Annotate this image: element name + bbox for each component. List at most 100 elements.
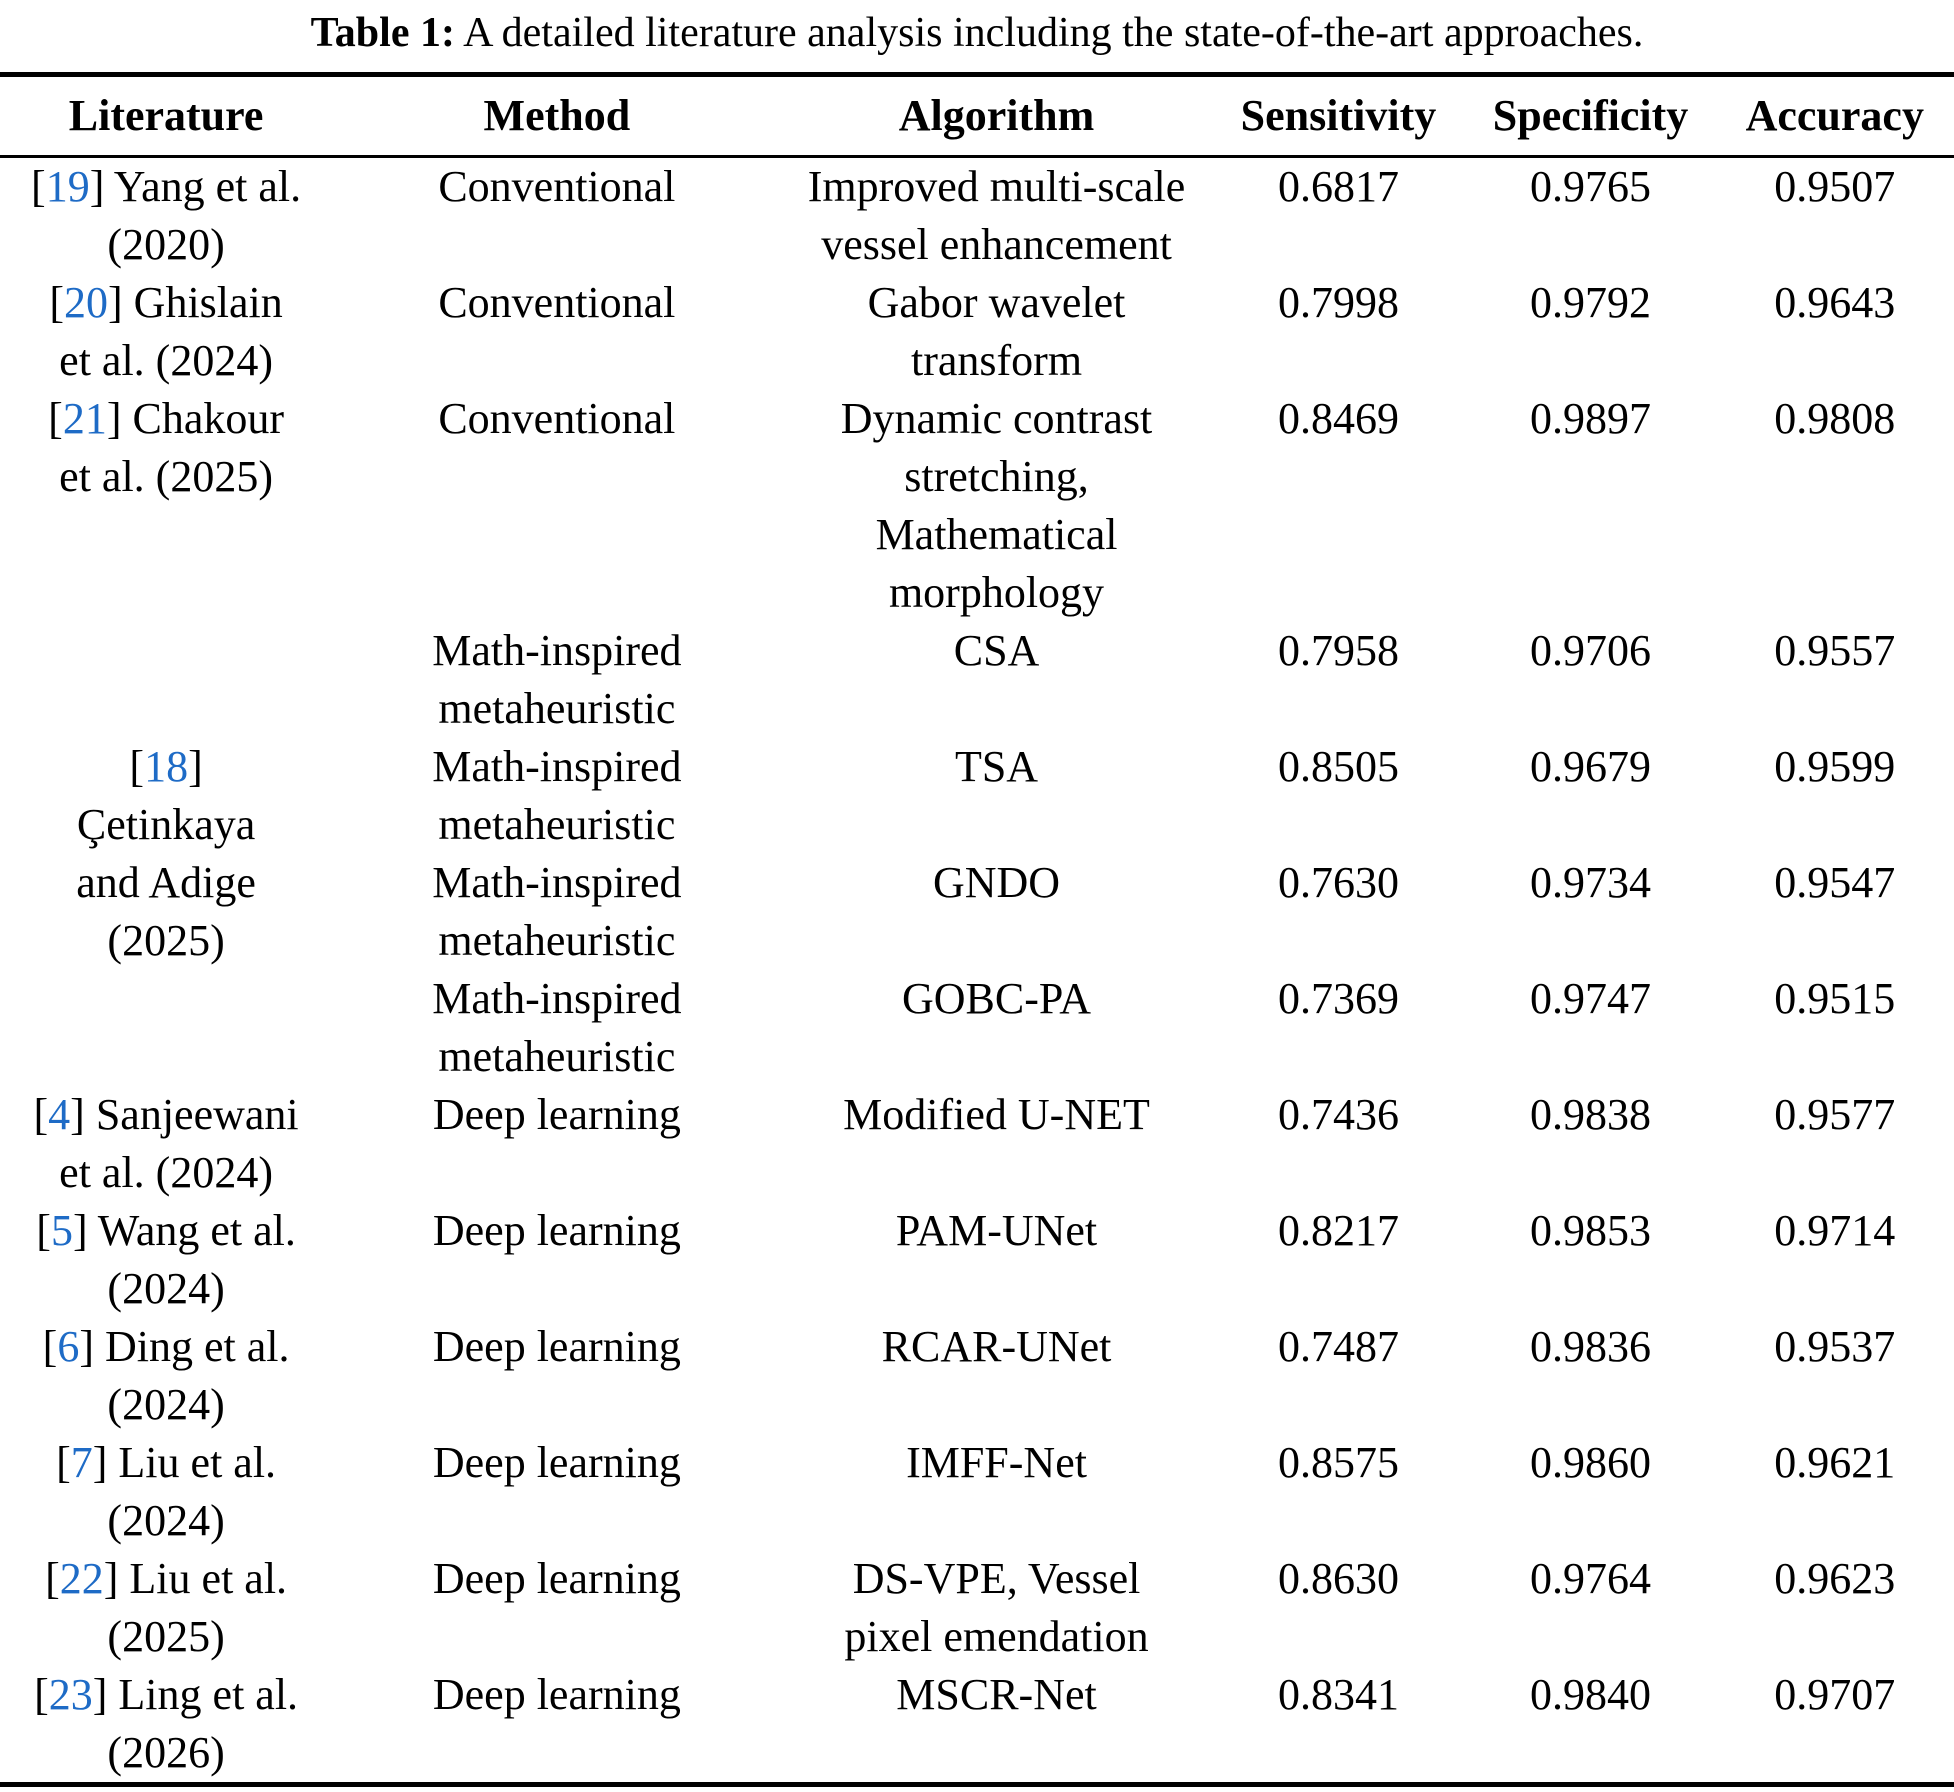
algorithm-line: DS-VPE, Vessel	[852, 1554, 1141, 1603]
table-header: Literature Method Algorithm Sensitivity …	[0, 74, 1954, 158]
literature-text: ] Yang et al.	[89, 162, 302, 211]
accuracy-value: 0.9557	[1774, 626, 1896, 675]
bracket-open: [	[49, 278, 65, 327]
method-line: Deep learning	[432, 1438, 681, 1487]
method-line: Deep learning	[432, 1206, 681, 1255]
algorithm-cell: Gabor wavelet transform	[782, 274, 1212, 390]
literature-cell: [21] Chakour et al. (2025)	[0, 390, 332, 622]
literature-cell: [4] Sanjeewani et al. (2024)	[0, 1086, 332, 1202]
algorithm-line: transform	[910, 336, 1083, 385]
literature-line: (2025)	[107, 916, 225, 965]
literature-text: ] Chakour	[106, 394, 284, 443]
citation-link[interactable]: 20	[64, 278, 109, 327]
table-caption: Table 1: A detailed literature analysis …	[0, 0, 1954, 58]
citation-link[interactable]: 22	[59, 1554, 104, 1603]
algorithm-cell: MSCR-Net	[782, 1666, 1212, 1785]
literature-line: et al. (2025)	[59, 452, 273, 501]
sensitivity-cell: 0.7998	[1211, 274, 1465, 390]
algorithm-cell: Dynamic contrast stretching, Mathematica…	[782, 390, 1212, 622]
literature-line: et al. (2024)	[59, 336, 273, 385]
caption-text: A detailed literature analysis including…	[454, 10, 1644, 56]
method-cell: Deep learning	[332, 1318, 781, 1434]
method-cell: Conventional	[332, 390, 781, 622]
literature-line: [23] Ling et al.	[0, 1666, 332, 1724]
citation-link[interactable]: 19	[45, 162, 90, 211]
algorithm-line: PAM-UNet	[895, 1206, 1098, 1255]
method-line: Deep learning	[432, 1322, 681, 1371]
citation-link[interactable]: 5	[50, 1206, 73, 1255]
sensitivity-value: 0.7958	[1277, 626, 1399, 675]
citation-link[interactable]: 7	[70, 1438, 93, 1487]
bracket-open: [	[31, 162, 46, 211]
algorithm-line: Improved multi-scale	[807, 162, 1186, 211]
col-header-sensitivity: Sensitivity	[1211, 74, 1466, 158]
accuracy-value: 0.9714	[1774, 1206, 1896, 1255]
sensitivity-cell: 0.6817	[1211, 157, 1465, 275]
header-row: Literature Method Algorithm Sensitivity …	[0, 74, 1954, 158]
citation-link[interactable]: 4	[48, 1090, 71, 1139]
accuracy-cell: 0.9547	[1716, 854, 1954, 970]
method-line: metaheuristic	[438, 684, 676, 733]
table-row: Math-inspired metaheuristic TSA 0.8505 0…	[0, 738, 1954, 854]
algorithm-line: vessel enhancement	[821, 220, 1172, 269]
algorithm-line: GOBC-PA	[901, 974, 1092, 1023]
caption-label: Table 1:	[310, 10, 455, 56]
sensitivity-value: 0.8575	[1277, 1438, 1399, 1487]
method-cell: Math-inspired metaheuristic	[332, 622, 781, 738]
sensitivity-value: 0.8341	[1277, 1670, 1399, 1719]
bracket-open: [	[56, 1438, 71, 1487]
bracket-open: [	[45, 1554, 60, 1603]
literature-line: (2025)	[107, 1612, 225, 1661]
method-cell: Conventional	[332, 274, 781, 390]
specificity-value: 0.9840	[1530, 1670, 1652, 1719]
method-line: Conventional	[438, 278, 676, 327]
literature-text: ] Wang et al.	[72, 1206, 296, 1255]
method-line: Math-inspired	[432, 626, 682, 675]
sensitivity-cell: 0.7630	[1211, 854, 1465, 970]
algorithm-cell: TSA	[782, 738, 1212, 854]
sensitivity-value: 0.8217	[1277, 1206, 1399, 1255]
literature-text: ] Ghislain	[108, 278, 283, 327]
table-row: [21] Chakour et al. (2025) Conventional …	[0, 390, 1954, 622]
literature-text: ] Ding et al.	[79, 1322, 290, 1371]
sensitivity-cell: 0.7958	[1211, 622, 1465, 738]
specificity-cell: 0.9897	[1465, 390, 1715, 622]
algorithm-cell: GNDO	[782, 854, 1212, 970]
literature-line: et al. (2024)	[59, 1148, 273, 1197]
method-line: metaheuristic	[438, 800, 676, 849]
citation-link[interactable]: 21	[62, 394, 107, 443]
specificity-value: 0.9765	[1530, 162, 1652, 211]
sensitivity-value: 0.8630	[1277, 1554, 1399, 1603]
col-header-literature: Literature	[0, 74, 333, 158]
accuracy-cell: 0.9621	[1716, 1434, 1954, 1550]
method-cell: Math-inspired metaheuristic	[332, 738, 781, 854]
sensitivity-value: 0.6817	[1277, 162, 1399, 211]
sensitivity-cell: 0.8217	[1211, 1202, 1465, 1318]
literature-line: (2020)	[107, 220, 225, 269]
literature-cell: [22] Liu et al. (2025)	[0, 1550, 332, 1666]
literature-line: [22] Liu et al.	[0, 1550, 332, 1608]
literature-text: ] Liu et al.	[103, 1554, 288, 1603]
literature-table: Literature Method Algorithm Sensitivity …	[0, 72, 1954, 1787]
algorithm-cell: Modified U-NET	[782, 1086, 1212, 1202]
method-cell: Deep learning	[332, 1550, 781, 1666]
citation-link[interactable]: 6	[57, 1322, 80, 1371]
specificity-cell: 0.9860	[1465, 1434, 1715, 1550]
col-header-method: Method	[332, 74, 782, 158]
accuracy-cell: 0.9599	[1716, 738, 1954, 854]
literature-line: (2024)	[107, 1380, 225, 1429]
algorithm-cell: CSA	[782, 622, 1212, 738]
accuracy-cell: 0.9557	[1716, 622, 1954, 738]
citation-link[interactable]: 18	[144, 742, 189, 791]
table-row: [22] Liu et al. (2025) Deep learning DS-…	[0, 1550, 1954, 1666]
algorithm-line: RCAR-UNet	[881, 1322, 1112, 1371]
bracket-open: [	[42, 1322, 58, 1371]
accuracy-cell: 0.9707	[1716, 1666, 1954, 1785]
literature-line: (2026)	[107, 1728, 225, 1777]
method-cell: Math-inspired metaheuristic	[332, 854, 781, 970]
sensitivity-cell: 0.8469	[1211, 390, 1465, 622]
citation-link[interactable]: 23	[48, 1670, 93, 1719]
algorithm-line: CSA	[953, 626, 1040, 675]
literature-line: [18]	[0, 738, 332, 796]
specificity-cell: 0.9734	[1465, 854, 1715, 970]
